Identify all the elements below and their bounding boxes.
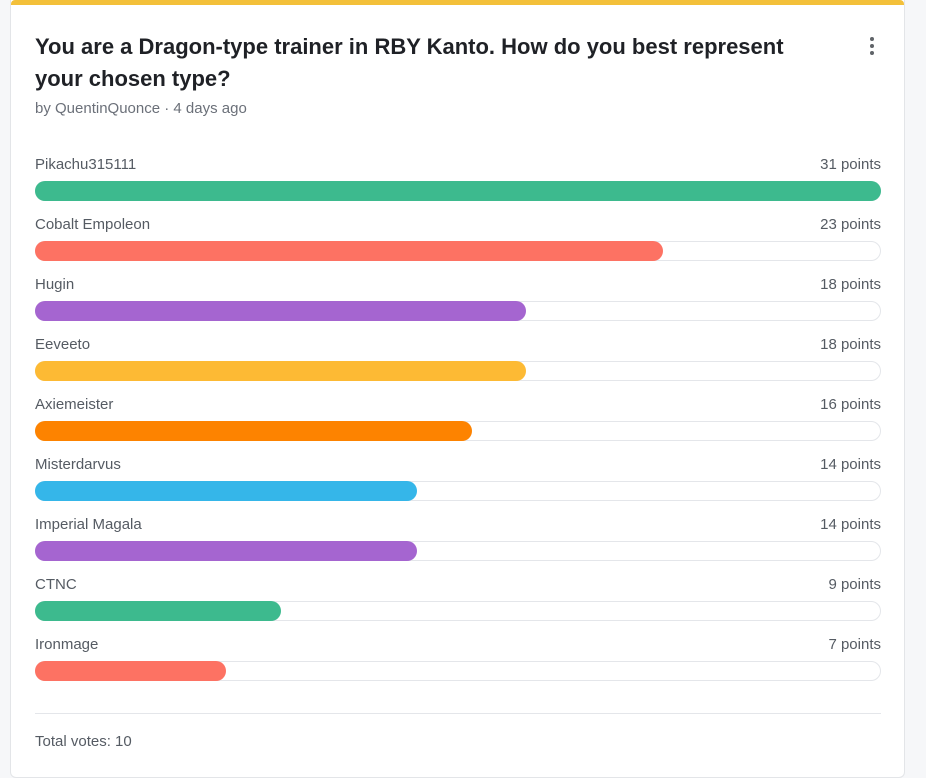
option-bar-track[interactable]: [35, 301, 881, 321]
option-name: Imperial Magala: [35, 516, 142, 533]
option-points: 9 points: [828, 576, 881, 593]
kebab-menu-icon: [870, 37, 874, 41]
option-bar-track[interactable]: [35, 481, 881, 501]
poll-option[interactable]: Axiemeister 16 points: [35, 394, 881, 454]
option-name: Axiemeister: [35, 396, 114, 413]
option-points: 14 points: [820, 456, 881, 473]
option-bar-fill: [35, 241, 663, 261]
option-bar-fill: [35, 541, 417, 561]
option-name: Misterdarvus: [35, 456, 121, 473]
more-options-button[interactable]: [860, 34, 884, 58]
option-bar-track[interactable]: [35, 181, 881, 201]
poll-option[interactable]: Hugin 18 points: [35, 274, 881, 334]
option-points: 16 points: [820, 396, 881, 413]
option-points: 18 points: [820, 336, 881, 353]
option-points: 18 points: [820, 276, 881, 293]
option-bar-fill: [35, 361, 526, 381]
option-name: Pikachu315111: [35, 156, 137, 173]
option-bar-track[interactable]: [35, 241, 881, 261]
option-bar-track[interactable]: [35, 361, 881, 381]
divider: [35, 713, 881, 714]
option-bar-track[interactable]: [35, 421, 881, 441]
card-accent-bar: [11, 0, 904, 5]
option-bar-fill: [35, 601, 281, 621]
poll-option[interactable]: Imperial Magala 14 points: [35, 514, 881, 574]
kebab-menu-icon-dot: [870, 44, 874, 48]
poll-option[interactable]: CTNC 9 points: [35, 574, 881, 634]
option-points: 7 points: [828, 636, 881, 653]
option-bar-fill: [35, 661, 226, 681]
option-name: CTNC: [35, 576, 77, 593]
option-bar-track[interactable]: [35, 661, 881, 681]
option-bar-track[interactable]: [35, 541, 881, 561]
option-bar-fill: [35, 481, 417, 501]
poll-byline: by QuentinQuonce · 4 days ago: [35, 100, 247, 117]
poll-option[interactable]: Pikachu315111 31 points: [35, 154, 881, 214]
option-bar-track[interactable]: [35, 601, 881, 621]
option-points: 23 points: [820, 216, 881, 233]
poll-options-list: Pikachu315111 31 points Cobalt Empoleon …: [35, 154, 881, 694]
option-points: 14 points: [820, 516, 881, 533]
option-bar-fill: [35, 181, 881, 201]
option-bar-fill: [35, 421, 472, 441]
option-name: Eeveeto: [35, 336, 91, 353]
option-points: 31 points: [820, 156, 881, 173]
option-bar-fill: [35, 301, 526, 321]
poll-title: You are a Dragon-type trainer in RBY Kan…: [35, 34, 784, 91]
total-votes: Total votes: 10: [35, 733, 132, 750]
option-name: Cobalt Empoleon: [35, 216, 151, 233]
poll-option[interactable]: Ironmage 7 points: [35, 634, 881, 694]
poll-card: You are a Dragon-type trainer in RBY Kan…: [10, 0, 905, 778]
option-name: Hugin: [35, 276, 75, 293]
poll-option[interactable]: Eeveeto 18 points: [35, 334, 881, 394]
poll-option[interactable]: Misterdarvus 14 points: [35, 454, 881, 514]
option-name: Ironmage: [35, 636, 99, 653]
kebab-menu-icon-dot: [870, 51, 874, 55]
poll-option[interactable]: Cobalt Empoleon 23 points: [35, 214, 881, 274]
